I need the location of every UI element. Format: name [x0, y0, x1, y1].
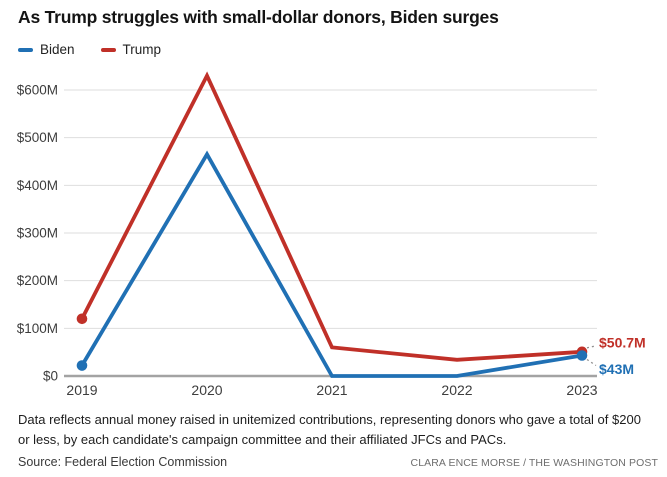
end-value-label-biden: $43M — [599, 361, 634, 377]
x-tick-label: 2019 — [66, 382, 97, 398]
endpoint-dot-trump — [76, 313, 88, 325]
legend-label-biden: Biden — [40, 42, 75, 57]
chart-title: As Trump struggles with small-dollar don… — [18, 7, 499, 27]
legend-label-trump: Trump — [122, 42, 162, 57]
y-tick-label: $100M — [17, 321, 58, 336]
x-tick-label: 2020 — [191, 382, 222, 398]
x-tick-label: 2023 — [566, 382, 597, 398]
source-text: Source: Federal Election Commission — [18, 455, 228, 469]
series-line-biden — [80, 150, 583, 378]
series-line-trump — [80, 71, 583, 362]
legend: Biden Trump — [18, 42, 161, 57]
chart-note: Data reflects annual money raised in uni… — [18, 412, 641, 448]
endpoint-dot-biden — [576, 350, 588, 361]
legend-item-biden: Biden — [18, 42, 75, 57]
source-row: Source: Federal Election Commission CLAR… — [18, 455, 658, 469]
y-tick-label: $200M — [17, 273, 58, 288]
trump-line-swatch-icon — [100, 47, 116, 52]
y-tick-label: $600M — [17, 82, 58, 97]
end-value-label-trump: $50.7M — [599, 334, 646, 350]
biden-line-swatch-icon — [18, 47, 33, 52]
line-chart: $0 $100M $200M $300M $400M $500M $600M 2019 2020… — [17, 71, 646, 398]
y-tick-label: $300M — [17, 225, 58, 240]
y-tick-label: $400M — [17, 178, 58, 193]
y-tick-label: $0 — [43, 369, 58, 384]
leader-line-biden — [586, 358, 597, 367]
x-tick-label: 2022 — [441, 382, 472, 398]
leader-line-trump — [586, 345, 597, 349]
endpoint-dot-biden — [76, 360, 88, 371]
y-tick-label: $500M — [17, 130, 58, 145]
credit-text: CLARA ENCE MORSE / THE WASHINGTON POST — [410, 457, 658, 469]
x-tick-label: 2021 — [316, 382, 347, 398]
legend-item-trump: Trump — [100, 42, 162, 57]
